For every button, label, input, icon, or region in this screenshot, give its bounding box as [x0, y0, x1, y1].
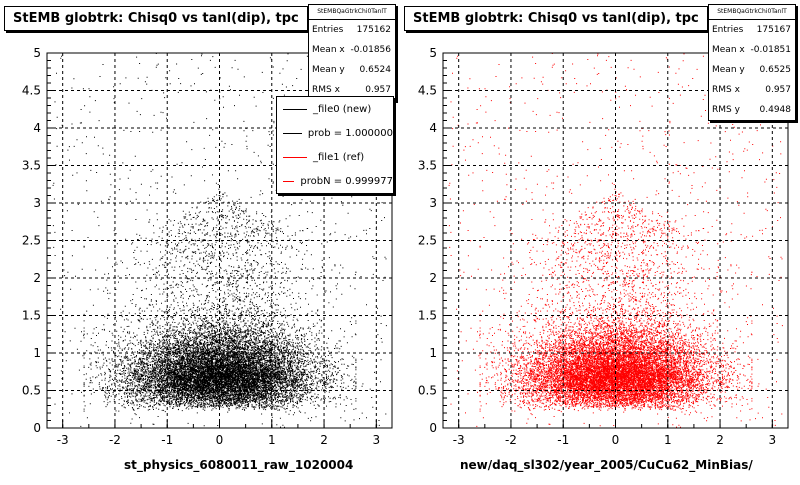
y-tick-label: 0 — [33, 421, 41, 435]
y-tick-label: 3 — [33, 196, 41, 210]
legend-line-swatch — [283, 108, 307, 110]
y-tick-label: 1.5 — [418, 309, 437, 323]
legend-line-swatch — [283, 132, 302, 134]
stats-label: RMS x — [312, 85, 340, 95]
x-tick-label: -1 — [161, 433, 173, 447]
legend: _file0 (new) prob = 1.000000 _file1 (ref… — [276, 96, 394, 194]
x-tick-label: 2 — [716, 433, 724, 447]
legend-label: _file1 (ref) — [313, 151, 365, 163]
stats-row: RMS x 0.957 — [709, 80, 795, 100]
right-x-axis-title: new/daq_sl302/year_2005/CuCu62_MinBias/ — [460, 458, 753, 472]
y-tick-label: 4.5 — [22, 84, 41, 98]
y-tick-label: 1.5 — [22, 309, 41, 323]
stats-row: Mean x -0.01851 — [709, 40, 795, 60]
y-tick-label: 5 — [33, 46, 41, 60]
y-tick-label: 3 — [429, 196, 437, 210]
legend-line-swatch — [283, 156, 307, 158]
stats-label: Mean y — [712, 65, 745, 75]
legend-line-swatch — [283, 180, 295, 182]
x-tick-label: -2 — [109, 433, 121, 447]
y-tick-label: 4 — [429, 121, 437, 135]
y-tick-label: 1 — [33, 346, 41, 360]
stats-row: Mean y 0.6525 — [709, 60, 795, 80]
x-tick-label: 3 — [372, 433, 380, 447]
stats-value: 0.6524 — [359, 65, 392, 75]
stats-row: Mean x -0.01856 — [309, 40, 395, 60]
x-tick-label: 3 — [768, 433, 776, 447]
scatter-points — [52, 53, 388, 429]
x-tick-label: -3 — [57, 433, 69, 447]
stats-value: -0.01856 — [350, 45, 391, 55]
stats-row: Entries 175162 — [309, 20, 395, 40]
left-stats-box: StEMBQaGtrkChi0TanlT Entries 175162 Mean … — [308, 4, 396, 101]
y-tick-label: 0.5 — [22, 384, 41, 398]
y-tick-label: 2 — [429, 271, 437, 285]
y-tick-label: 1 — [429, 346, 437, 360]
stats-label: RMS x — [712, 85, 740, 95]
scatter-point-cloud — [52, 53, 388, 429]
stats-value: 0.957 — [765, 85, 791, 95]
y-tick-label: 0.5 — [418, 384, 437, 398]
right-stats-box: StEMBQaGtrkChi0TanlT Entries 175167 Mean … — [708, 4, 796, 121]
stats-row: RMS x 0.957 — [309, 80, 395, 100]
x-tick-label: -1 — [557, 433, 569, 447]
legend-label: probN = 0.999977 — [300, 175, 393, 187]
scatter-points — [448, 53, 784, 429]
stats-label: Entries — [312, 25, 344, 35]
left-x-axis-title: st_physics_6080011_raw_1020004 — [124, 458, 354, 472]
y-tick-label: 3.5 — [22, 159, 41, 173]
x-tick-label: 0 — [216, 433, 224, 447]
y-tick-label: 5 — [429, 46, 437, 60]
y-tick-label: 0 — [429, 421, 437, 435]
legend-entry: probN = 0.999977 — [277, 169, 393, 193]
left-stats-name: StEMBQaGtrkChi0TanlT — [309, 5, 395, 20]
x-tick-label: -2 — [505, 433, 517, 447]
stats-value: 0.6525 — [759, 65, 792, 75]
y-tick-label: 2.5 — [22, 234, 41, 248]
stats-value: 0.957 — [365, 85, 391, 95]
stats-row: RMS y 0.4948 — [709, 100, 795, 120]
x-tick-label: 1 — [664, 433, 672, 447]
stats-value: -0.01851 — [750, 45, 791, 55]
y-tick-label: 4.5 — [418, 84, 437, 98]
left-histogram-panel: -3 -2 -1 0 1 2 3 0 0.5 1 1.5 2 2.5 3 3.5 4 4.5 5 StEMB gl… — [0, 0, 400, 480]
stats-row: Entries 175167 — [709, 20, 795, 40]
legend-label: prob = 1.000000 — [307, 127, 393, 139]
x-tick-label: -3 — [453, 433, 465, 447]
scatter-point-cloud — [448, 53, 784, 429]
right-plot-title: StEMB globtrk: Chisq0 vs tanl(dip), tpc — [404, 6, 708, 31]
legend-entry: prob = 1.000000 — [277, 121, 393, 145]
legend-label: _file0 (new) — [313, 103, 372, 115]
stats-row: Mean y 0.6524 — [309, 60, 395, 80]
y-tick-label: 2 — [33, 271, 41, 285]
stats-label: Mean x — [312, 45, 345, 55]
x-tick-label: 2 — [320, 433, 328, 447]
y-tick-label: 3.5 — [418, 159, 437, 173]
stats-label: Mean y — [312, 65, 345, 75]
x-tick-label: 0 — [612, 433, 620, 447]
left-plot-title: StEMB globtrk: Chisq0 vs tanl(dip), tpc — [4, 6, 308, 31]
legend-entry: _file1 (ref) — [277, 145, 393, 169]
grid — [443, 52, 788, 429]
legend-entry: _file0 (new) — [277, 97, 393, 121]
y-tick-label: 2.5 — [418, 234, 437, 248]
stats-value: 175167 — [756, 25, 791, 35]
stats-label: RMS y — [712, 105, 740, 115]
right-stats-name: StEMBQaGtrkChi0TanlT — [709, 5, 795, 20]
x-tick-label: 1 — [268, 433, 276, 447]
stats-value: 175162 — [356, 25, 391, 35]
y-tick-label: 4 — [33, 121, 41, 135]
stats-label: Mean x — [712, 45, 745, 55]
stats-label: Entries — [712, 25, 744, 35]
stats-value: 0.4948 — [759, 105, 792, 115]
right-histogram-panel: -3 -2 -1 0 1 2 3 0 0.5 1 1.5 2 2.5 3 3.5 4 4.5 5 StEMB gl… — [400, 0, 800, 480]
